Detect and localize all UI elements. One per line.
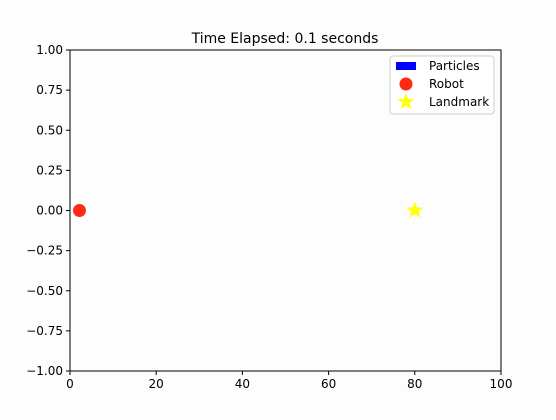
y-tick-label: −0.75 [26,324,63,338]
y-tick-label: −0.50 [26,284,63,298]
data-marks [72,201,424,218]
y-tick-label: 0.00 [36,204,63,218]
chart-title: Time Elapsed: 0.1 seconds [191,31,379,47]
legend-particles-swatch [396,62,416,70]
x-tick-label: 100 [490,377,513,391]
x-tick-label: 80 [407,377,422,391]
y-tick-label: −1.00 [26,364,63,378]
axes-frame [69,49,502,372]
x-tick-label: 20 [149,377,164,391]
y-axis: 1.00 0.75 0.50 0.25 0.00 −0.25 −0.50 −0.75 −1.00 [26,43,70,378]
y-tick-label: 0.50 [36,123,63,137]
y-tick-label: −0.25 [26,244,63,258]
x-tick-label: 60 [321,377,336,391]
x-axis: 0 20 40 60 80 100 [66,371,512,391]
legend-box [389,55,495,115]
x-tick-label: 40 [235,377,250,391]
y-tick-label: 0.75 [36,83,63,97]
legend-robot-swatch [399,77,413,91]
legend-particles-label: Particles [429,59,480,73]
y-tick-label: 0.25 [36,163,63,177]
robot-point [72,204,86,217]
legend: Particles Robot Landmark [389,55,495,115]
x-tick-label: 0 [66,377,74,391]
legend-landmark-label: Landmark [429,95,489,109]
legend-landmark-swatch [397,93,415,110]
landmark-point [406,201,424,218]
y-tick-label: 1.00 [36,43,63,57]
legend-robot-label: Robot [429,77,464,91]
